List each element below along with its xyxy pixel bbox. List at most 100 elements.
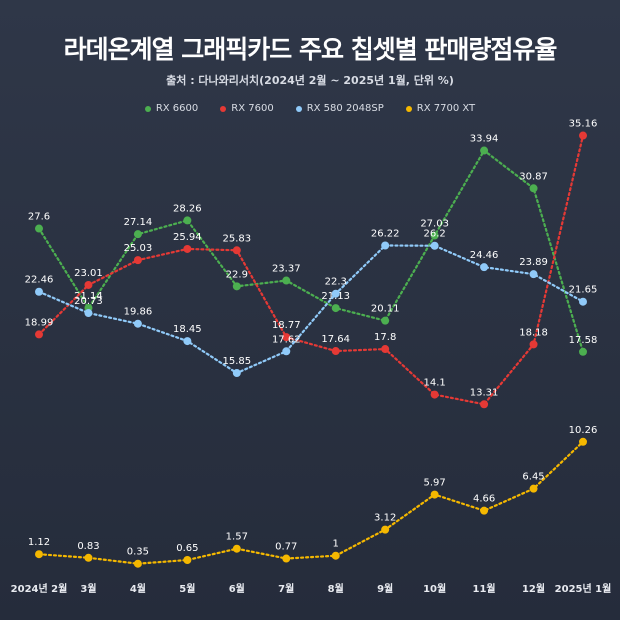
legend-marker (220, 105, 227, 112)
data-point (232, 544, 241, 553)
x-tick-label: 4월 (130, 583, 146, 595)
data-label: 23.37 (272, 264, 301, 275)
data-label: 20.11 (371, 304, 400, 315)
data-label: 0.35 (127, 547, 149, 558)
data-point (529, 270, 538, 279)
data-point (529, 184, 538, 193)
data-label: 1.57 (226, 532, 248, 543)
series-line-0 (37, 148, 585, 353)
legend-marker (405, 105, 412, 112)
data-label: 27.6 (28, 212, 50, 223)
x-tick-label: 6월 (229, 583, 245, 595)
data-point (133, 319, 142, 328)
data-point (84, 309, 93, 318)
data-point (331, 289, 340, 298)
data-label: 20.73 (74, 296, 103, 307)
data-point (232, 246, 241, 255)
x-tick-label: 3월 (80, 583, 96, 595)
data-label: 24.46 (470, 250, 499, 261)
data-point (282, 276, 291, 285)
data-label: 18.18 (519, 327, 548, 338)
data-label: 0.83 (77, 541, 99, 552)
data-label: 21.65 (569, 285, 598, 296)
data-label: 27.03 (420, 219, 449, 230)
data-label: 21.14 (74, 291, 103, 302)
data-label: 17.62 (272, 334, 301, 345)
data-label: 17.58 (569, 335, 598, 346)
legend-marker (295, 105, 302, 112)
data-point (480, 146, 489, 155)
data-point (183, 337, 192, 346)
x-tick-label: 2025년 1월 (555, 582, 612, 595)
data-label: 1.12 (28, 537, 50, 548)
data-label: 18.45 (173, 324, 202, 335)
data-label: 33.94 (470, 134, 499, 145)
chart-subtitle: 출처 : 다나와리서치(2024년 2월 ~ 2025년 1월, 단위 %) (166, 74, 454, 87)
data-label: 19.86 (124, 307, 153, 318)
legend-marker (144, 105, 151, 112)
data-label: 5.97 (424, 478, 446, 489)
x-tick-label: 11월 (473, 583, 496, 595)
data-label: 17.8 (374, 332, 396, 343)
data-label: 25.94 (173, 232, 202, 243)
data-label: 18.77 (272, 320, 301, 331)
data-label: 1 (333, 539, 339, 550)
legend-item-1: RX 7600 (220, 103, 274, 114)
data-point (430, 390, 439, 399)
data-point (480, 263, 489, 272)
legend-label: RX 7600 (231, 103, 274, 114)
data-point (232, 369, 241, 378)
chart-title: 라데온계열 그래픽카드 주요 칩셋별 판매량점유율 (63, 35, 558, 64)
data-point (430, 231, 439, 240)
data-point (133, 559, 142, 568)
data-point (35, 550, 43, 559)
x-tick-label: 10월 (423, 583, 446, 595)
data-point (183, 244, 192, 253)
data-point (529, 340, 538, 349)
data-label: 13.31 (470, 387, 499, 398)
data-point (35, 224, 43, 233)
data-point (381, 316, 390, 325)
data-point (35, 330, 43, 339)
data-point (183, 216, 192, 225)
data-label: 22.3 (325, 277, 347, 288)
data-point (579, 297, 587, 306)
data-point (133, 230, 142, 239)
data-point (381, 345, 390, 354)
data-label: 26.2 (424, 229, 446, 240)
x-tick-label: 2024년 2월 (11, 582, 68, 595)
data-label: 25.83 (222, 233, 251, 244)
series-line-3 (37, 440, 585, 565)
legend-item-3: RX 7700 XT (405, 103, 475, 114)
data-point (381, 241, 390, 250)
series-line-2 (37, 244, 585, 375)
x-tick-label: 12월 (522, 583, 545, 595)
data-point (282, 333, 291, 342)
data-point (232, 282, 241, 291)
legend-item-2: RX 580 2048SP (295, 103, 384, 114)
data-label: 28.26 (173, 203, 202, 214)
x-tick-label: 7월 (278, 583, 294, 595)
x-tick-label: 8월 (328, 583, 344, 595)
data-point (529, 484, 538, 493)
data-point (331, 304, 340, 313)
data-point (84, 553, 93, 562)
data-label: 30.87 (519, 171, 548, 182)
data-point (331, 347, 340, 356)
data-point (133, 256, 142, 265)
data-point (579, 347, 587, 356)
legend-item-0: RX 6600 (144, 103, 199, 114)
x-tick-label: 5월 (179, 583, 195, 595)
data-point (84, 280, 93, 289)
data-point (183, 556, 192, 565)
data-label: 4.66 (473, 494, 495, 505)
data-label: 17.64 (321, 334, 350, 345)
data-label: 22.9 (226, 269, 248, 280)
data-point (579, 131, 587, 140)
data-label: 10.26 (569, 425, 598, 436)
data-point (282, 554, 291, 563)
data-point (579, 437, 587, 446)
legend-label: RX 580 2048SP (306, 103, 384, 114)
legend-label: RX 6600 (155, 103, 199, 114)
